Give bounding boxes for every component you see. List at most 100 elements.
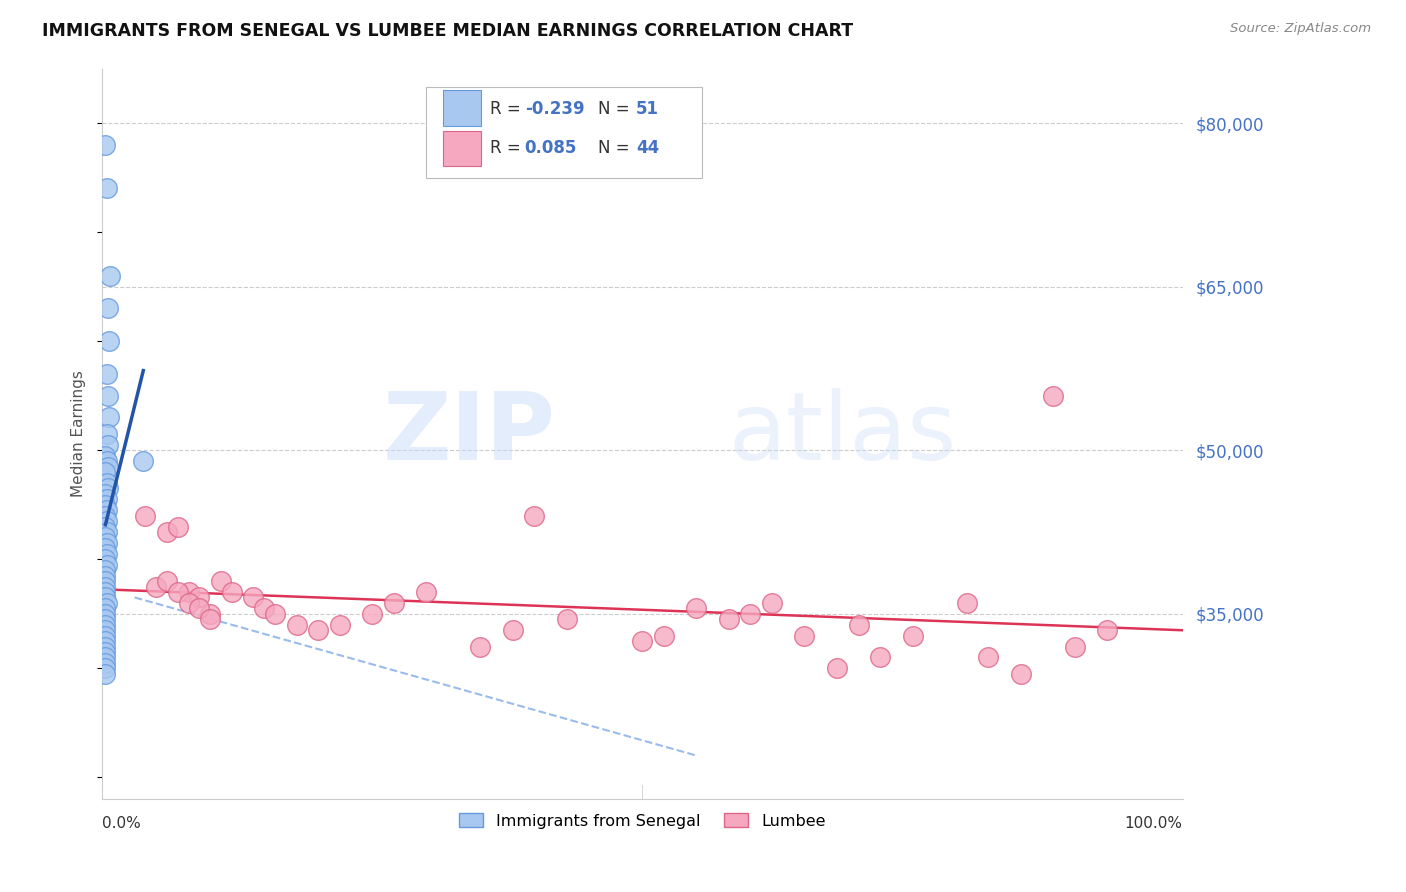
Point: [94, 645, 117, 659]
Point: [329, 617, 352, 632]
Point: [97, 334, 120, 348]
Text: 100.0%: 100.0%: [1125, 815, 1182, 830]
Point: [869, 650, 891, 665]
Point: [96, 181, 118, 195]
Point: [96, 514, 118, 528]
Point: [955, 596, 977, 610]
FancyBboxPatch shape: [443, 130, 481, 167]
Text: Source: ZipAtlas.com: Source: ZipAtlas.com: [1230, 22, 1371, 36]
Point: [555, 612, 578, 626]
Y-axis label: Median Earnings: Median Earnings: [72, 370, 86, 497]
Point: [97, 459, 120, 474]
Point: [94, 617, 117, 632]
Point: [97, 389, 120, 403]
Point: [94, 563, 117, 577]
Point: [97, 301, 120, 316]
Point: [221, 585, 243, 599]
Point: [177, 596, 200, 610]
Point: [166, 519, 188, 533]
Point: [1095, 623, 1118, 637]
Point: [1042, 389, 1064, 403]
Text: -0.239: -0.239: [524, 100, 585, 118]
Point: [98, 268, 121, 283]
Text: IMMIGRANTS FROM SENEGAL VS LUMBEE MEDIAN EARNINGS CORRELATION CHART: IMMIGRANTS FROM SENEGAL VS LUMBEE MEDIAN…: [42, 22, 853, 40]
Point: [740, 607, 762, 621]
Point: [94, 666, 117, 681]
Point: [361, 607, 384, 621]
Point: [94, 449, 117, 463]
Text: R =: R =: [491, 100, 526, 118]
Point: [94, 580, 117, 594]
Point: [132, 454, 155, 468]
Text: atlas: atlas: [728, 388, 957, 480]
Point: [94, 487, 117, 501]
Point: [94, 623, 117, 637]
Point: [1063, 640, 1085, 654]
Point: [94, 585, 117, 599]
Point: [94, 650, 117, 665]
Text: 0.0%: 0.0%: [103, 815, 141, 830]
Point: [94, 552, 117, 566]
Point: [94, 519, 117, 533]
Point: [264, 607, 287, 621]
Point: [96, 426, 118, 441]
Text: 0.085: 0.085: [524, 139, 576, 157]
Legend: Immigrants from Senegal, Lumbee: Immigrants from Senegal, Lumbee: [453, 806, 832, 835]
Point: [200, 607, 222, 621]
Point: [96, 475, 118, 490]
Text: N =: N =: [598, 139, 636, 157]
Point: [166, 585, 188, 599]
Point: [96, 596, 118, 610]
Point: [96, 547, 118, 561]
Point: [94, 634, 117, 648]
Point: [94, 640, 117, 654]
Text: R =: R =: [491, 139, 526, 157]
Point: [307, 623, 329, 637]
Point: [94, 574, 117, 588]
Point: [761, 596, 783, 610]
Point: [96, 503, 118, 517]
Point: [523, 508, 546, 523]
Point: [415, 585, 437, 599]
Point: [94, 601, 117, 615]
Point: [793, 629, 815, 643]
Point: [156, 524, 179, 539]
Point: [188, 591, 211, 605]
Point: [96, 536, 118, 550]
Text: 51: 51: [636, 100, 659, 118]
Point: [96, 492, 118, 507]
Point: [94, 465, 117, 479]
Point: [94, 591, 117, 605]
Point: [94, 137, 117, 152]
Point: [631, 634, 654, 648]
Point: [1010, 666, 1032, 681]
Point: [209, 574, 232, 588]
Point: [848, 617, 870, 632]
Point: [285, 617, 308, 632]
Point: [242, 591, 264, 605]
Point: [685, 601, 707, 615]
Point: [717, 612, 740, 626]
Point: [470, 640, 492, 654]
Point: [94, 541, 117, 556]
Point: [200, 612, 222, 626]
Point: [188, 601, 211, 615]
Point: [502, 623, 524, 637]
Point: [145, 580, 167, 594]
Point: [901, 629, 924, 643]
Point: [382, 596, 405, 610]
Point: [97, 482, 120, 496]
Point: [96, 367, 118, 381]
Point: [94, 656, 117, 670]
Point: [825, 661, 848, 675]
Point: [94, 661, 117, 675]
Text: 44: 44: [636, 139, 659, 157]
Point: [96, 454, 118, 468]
Text: N =: N =: [598, 100, 636, 118]
Point: [253, 601, 276, 615]
Point: [96, 524, 118, 539]
Point: [156, 574, 179, 588]
Point: [94, 498, 117, 512]
Point: [94, 531, 117, 545]
Point: [94, 629, 117, 643]
